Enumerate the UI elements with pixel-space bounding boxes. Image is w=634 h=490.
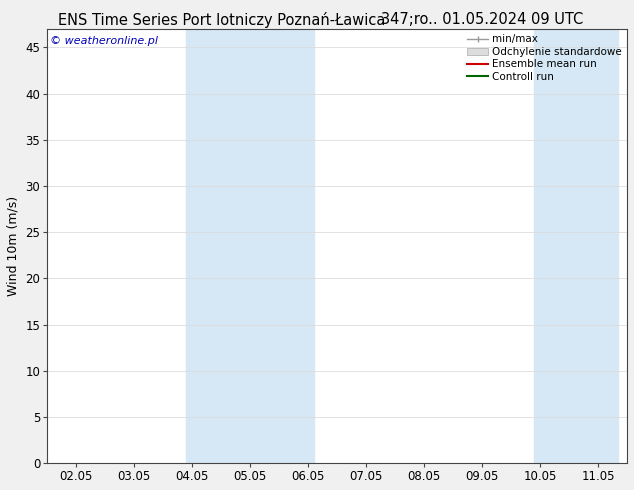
Text: 347;ro.. 01.05.2024 09 UTC: 347;ro.. 01.05.2024 09 UTC [380,12,583,27]
Text: ENS Time Series Port lotniczy Poznań-Ławica: ENS Time Series Port lotniczy Poznań-Ław… [58,12,385,28]
Bar [534,29,618,463]
Bar [186,29,314,463]
Legend: min/max, Odchylenie standardowe, Ensemble mean run, Controll run: min/max, Odchylenie standardowe, Ensembl… [467,34,622,82]
Y-axis label: Wind 10m (m/s): Wind 10m (m/s) [7,196,20,296]
Text: © weatheronline.pl: © weatheronline.pl [50,35,158,46]
